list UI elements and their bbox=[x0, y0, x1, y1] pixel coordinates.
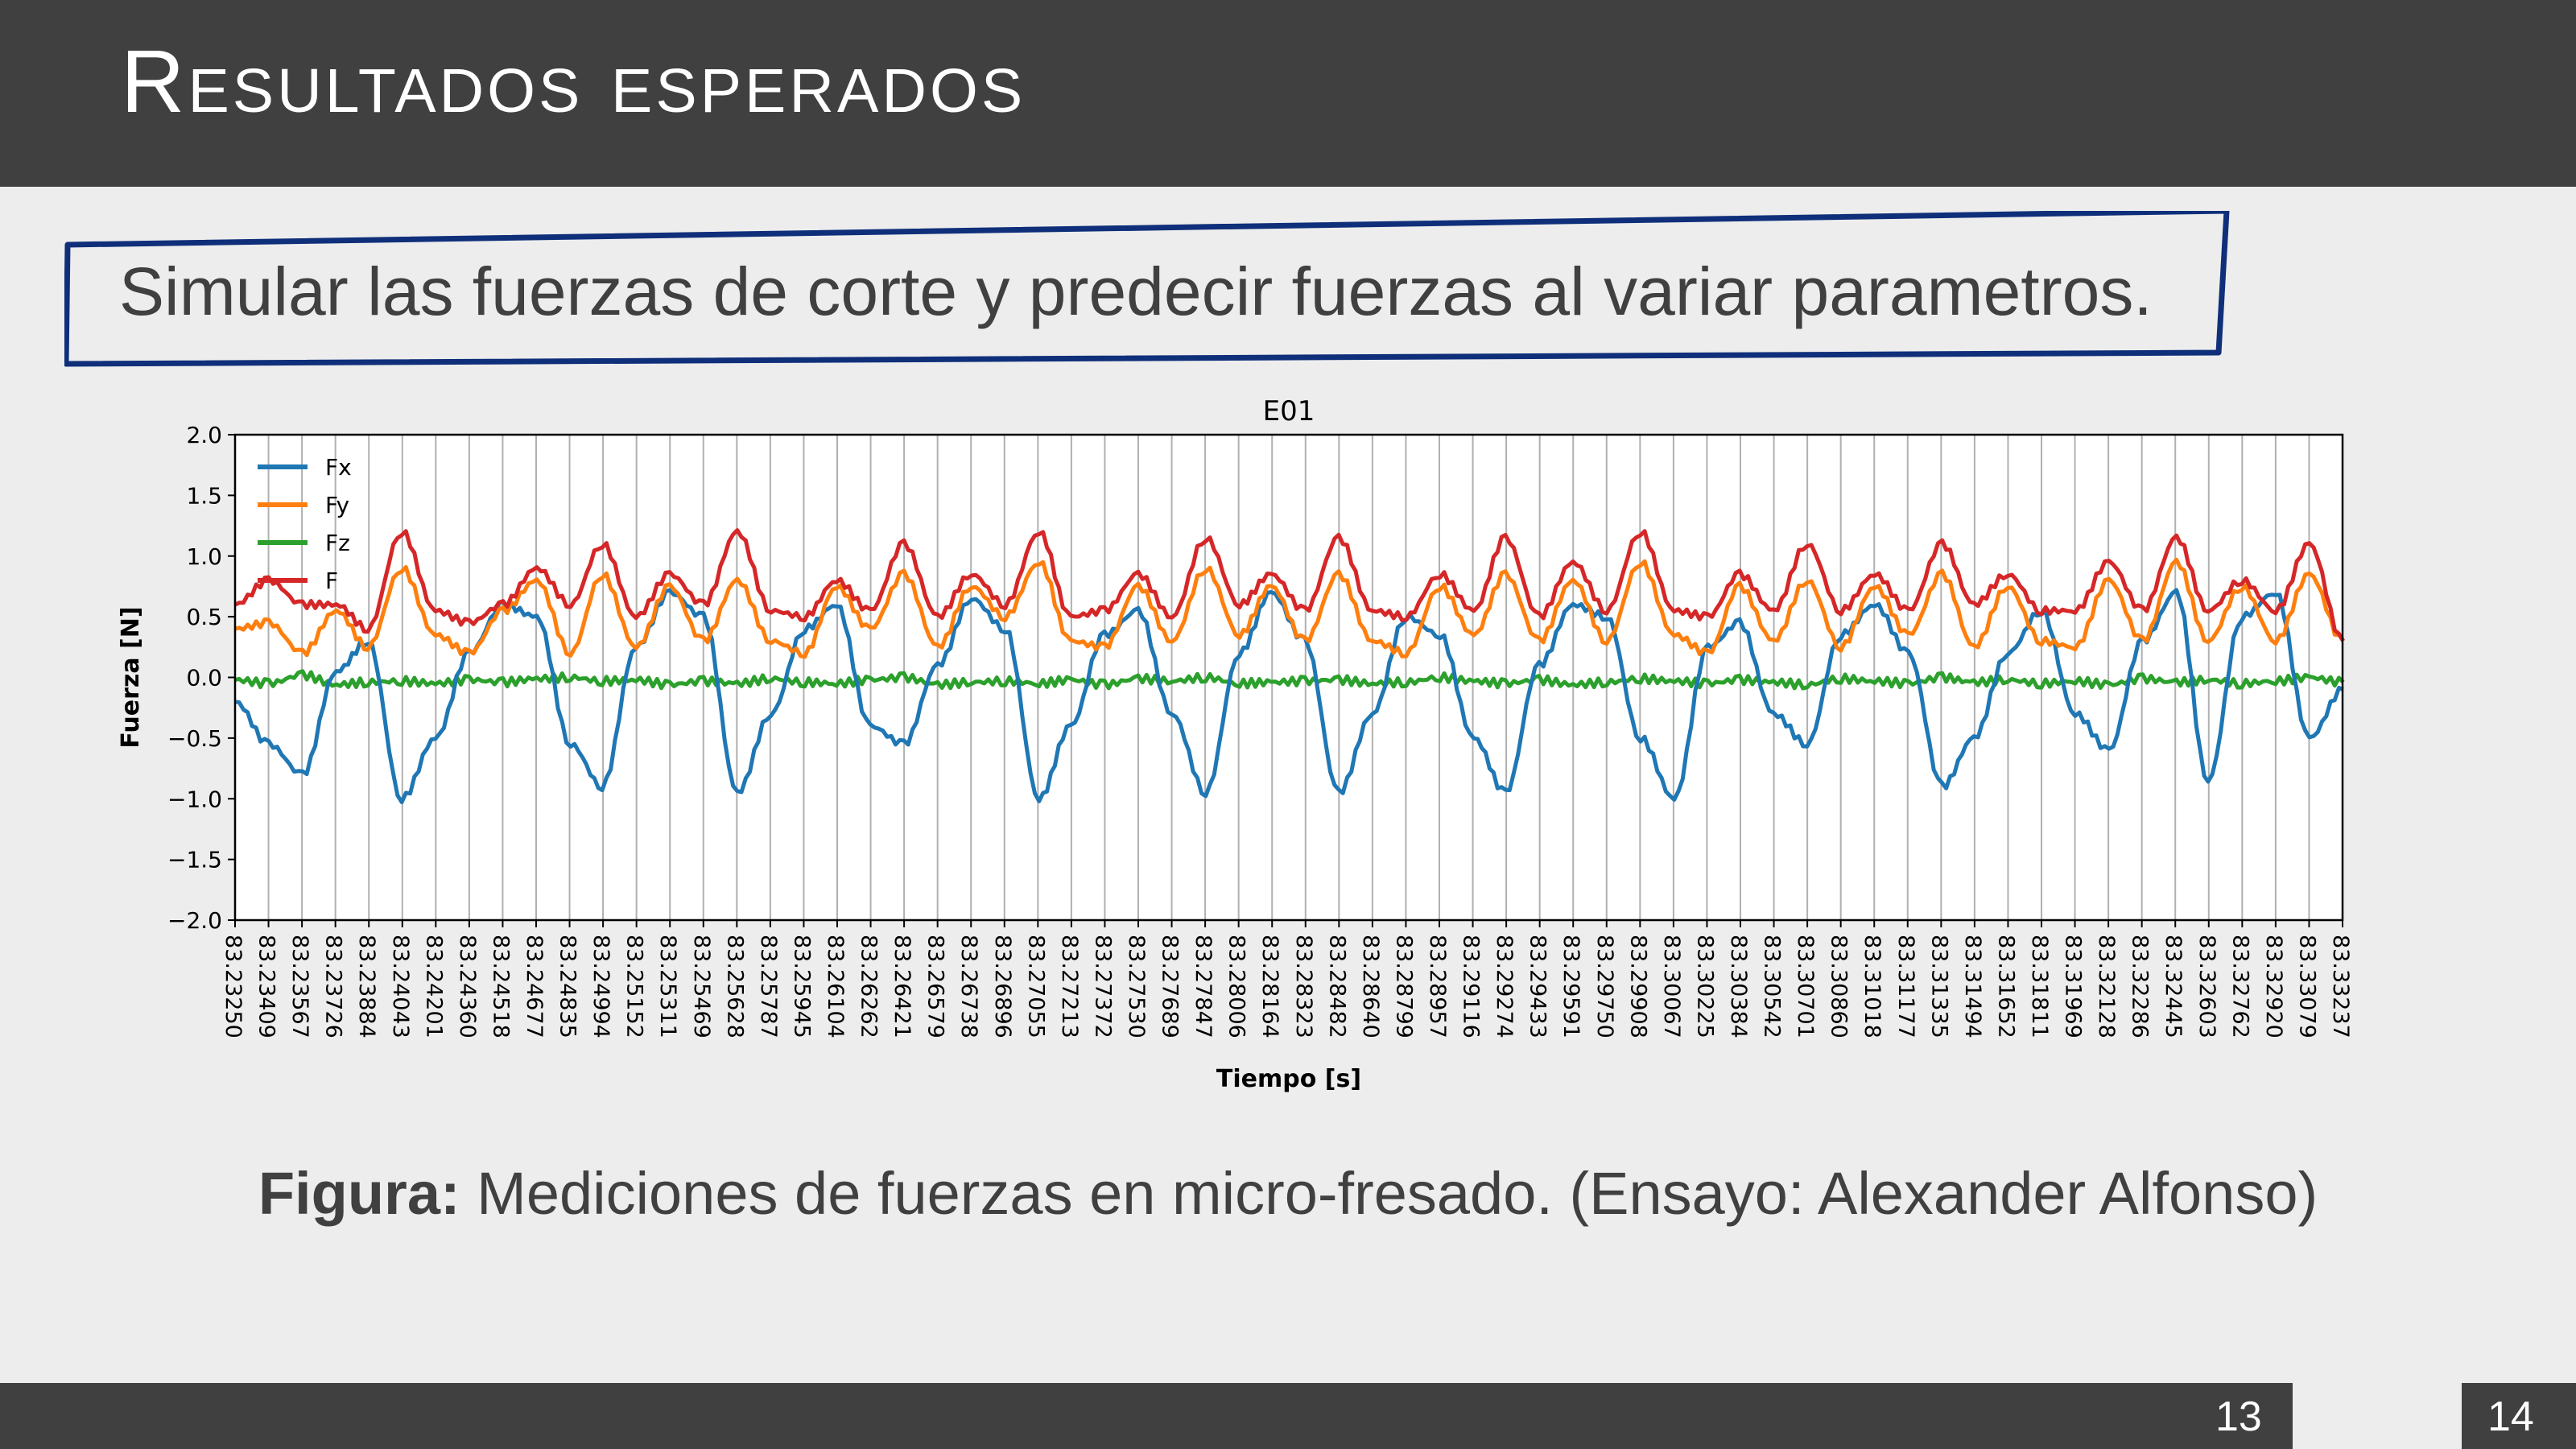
series-line-fy bbox=[234, 557, 2345, 659]
x-tick-label: 83.29274 bbox=[1492, 935, 1517, 1038]
x-tick-label: 83.26262 bbox=[857, 935, 881, 1038]
x-tick-label: 83.26738 bbox=[956, 935, 981, 1038]
x-tick-label: 83.32445 bbox=[2161, 935, 2186, 1038]
y-tick-label: 2.0 bbox=[186, 422, 222, 448]
x-tick-label: 83.24360 bbox=[455, 935, 480, 1038]
page-total: 14 bbox=[2487, 1393, 2534, 1440]
x-tick-label: 83.25469 bbox=[689, 935, 714, 1038]
x-tick-label: 83.30225 bbox=[1692, 935, 1717, 1038]
page-current: 13 bbox=[2215, 1393, 2262, 1440]
footer-bar bbox=[0, 1383, 2576, 1449]
callout-border bbox=[64, 211, 2230, 367]
y-tick-label: 1.5 bbox=[186, 482, 222, 509]
x-tick-label: 83.28164 bbox=[1257, 935, 1282, 1038]
x-tick-label: 83.23567 bbox=[287, 935, 312, 1038]
y-tick-label: 0.0 bbox=[186, 665, 222, 691]
caption-text: Mediciones de fuerzas en micro-fresado. … bbox=[460, 1160, 2318, 1227]
x-tick-label: 83.24518 bbox=[488, 935, 513, 1038]
x-tick-label: 83.25152 bbox=[622, 935, 647, 1038]
x-tick-label: 83.30701 bbox=[1793, 935, 1818, 1038]
x-tick-label: 83.28799 bbox=[1391, 935, 1416, 1038]
x-tick-label: 83.30067 bbox=[1659, 935, 1684, 1038]
x-tick-label: 83.25311 bbox=[655, 935, 680, 1038]
x-tick-label: 83.31018 bbox=[1860, 935, 1885, 1038]
x-tick-label: 83.27847 bbox=[1191, 935, 1216, 1038]
x-tick-label: 83.26896 bbox=[990, 935, 1015, 1038]
x-tick-label: 83.32128 bbox=[2094, 935, 2119, 1038]
x-tick-label: 83.33237 bbox=[2328, 935, 2353, 1038]
x-tick-label: 83.32920 bbox=[2261, 935, 2286, 1038]
y-tick-label: −1.0 bbox=[167, 786, 222, 812]
x-tick-label: 83.24835 bbox=[555, 935, 580, 1038]
figure-caption: Figura: Mediciones de fuerzas en micro-f… bbox=[0, 1159, 2576, 1228]
x-tick-label: 83.29433 bbox=[1525, 935, 1550, 1038]
x-tick-label: 83.26421 bbox=[890, 935, 914, 1038]
y-tick-label: −0.5 bbox=[167, 725, 222, 752]
x-tick-label: 83.30542 bbox=[1760, 935, 1785, 1038]
x-tick-label: 83.31494 bbox=[1960, 935, 1985, 1038]
x-tick-label: 83.32603 bbox=[2194, 935, 2219, 1038]
callout-text: Simular las fuerzas de corte y predecir … bbox=[119, 254, 2153, 329]
x-tick-label: 83.27372 bbox=[1090, 935, 1115, 1038]
x-tick-label: 83.30860 bbox=[1827, 935, 1852, 1038]
x-tick-label: 83.24201 bbox=[421, 935, 446, 1038]
x-tick-label: 83.26104 bbox=[823, 935, 848, 1038]
series-line-fz bbox=[234, 669, 2345, 691]
x-tick-label: 83.32286 bbox=[2128, 935, 2153, 1038]
x-tick-label: 83.28957 bbox=[1425, 935, 1450, 1038]
y-axis-label: Fuerza [N] bbox=[117, 606, 145, 748]
x-tick-label: 83.23409 bbox=[254, 935, 279, 1038]
legend-label-fy: Fy bbox=[325, 492, 349, 518]
x-tick-label: 83.27055 bbox=[1023, 935, 1048, 1038]
series-line-fx bbox=[234, 588, 2344, 804]
callout-box: Simular las fuerzas de corte y predecir … bbox=[64, 211, 2238, 372]
x-tick-label: 83.25787 bbox=[756, 935, 781, 1038]
x-tick-label: 83.31335 bbox=[1926, 935, 1951, 1038]
y-tick-label: 0.5 bbox=[186, 604, 222, 630]
x-tick-label: 83.23884 bbox=[354, 935, 379, 1038]
plot-frame bbox=[233, 433, 2344, 922]
chart-svg: 83.23250 83.23409 83.23567 83.23726 83.23884… bbox=[117, 395, 2353, 1093]
x-tick-label: 83.25945 bbox=[789, 935, 814, 1038]
page-separator bbox=[2293, 1383, 2462, 1449]
x-tick-label: 83.28640 bbox=[1358, 935, 1383, 1038]
slide-title: Resultados esperados bbox=[121, 32, 1026, 131]
x-tick-label: 83.23250 bbox=[221, 935, 246, 1038]
x-tick-label: 83.31969 bbox=[2061, 935, 2086, 1038]
x-tick-label: 83.24677 bbox=[522, 935, 547, 1038]
x-tick-label: 83.25628 bbox=[722, 935, 747, 1038]
x-tick-label: 83.24043 bbox=[388, 935, 413, 1038]
x-tick-label: 83.29750 bbox=[1592, 935, 1617, 1038]
x-tick-label: 83.28482 bbox=[1324, 935, 1349, 1038]
x-tick-label: 83.29591 bbox=[1558, 935, 1583, 1038]
x-tick-label: 83.29116 bbox=[1459, 935, 1484, 1038]
x-tick-label: 83.26579 bbox=[923, 935, 948, 1038]
x-tick-label: 83.31177 bbox=[1893, 935, 1918, 1038]
x-tick-label: 83.32762 bbox=[2227, 935, 2252, 1038]
x-tick-label: 83.30384 bbox=[1726, 935, 1751, 1038]
x-tick-label: 83.24994 bbox=[588, 935, 613, 1038]
y-tick-label: −1.5 bbox=[167, 847, 222, 873]
x-tick-label: 83.33079 bbox=[2294, 935, 2319, 1038]
x-tick-label: 83.28323 bbox=[1291, 935, 1316, 1038]
series-line-f bbox=[233, 528, 2345, 642]
x-tick-label: 83.31652 bbox=[1993, 935, 2018, 1038]
x-tick-label: 83.29908 bbox=[1625, 935, 1650, 1038]
x-axis-label: Tiempo [s] bbox=[1216, 1065, 1361, 1093]
x-tick-label: 83.27530 bbox=[1124, 935, 1149, 1038]
legend-label-fx: Fx bbox=[325, 454, 352, 481]
caption-label: Figura: bbox=[258, 1160, 460, 1227]
header-bar bbox=[0, 0, 2576, 187]
y-tick-label: 1.0 bbox=[186, 543, 222, 570]
legend-label-fz: Fz bbox=[325, 530, 350, 556]
chart-title: E01 bbox=[1263, 395, 1315, 427]
legend-label-f: F bbox=[325, 568, 338, 594]
y-tick-label: −2.0 bbox=[167, 907, 222, 934]
x-tick-label: 83.27689 bbox=[1158, 935, 1183, 1038]
force-chart: 83.23250 83.23409 83.23567 83.23726 83.23884… bbox=[105, 378, 2375, 1103]
x-tick-label: 83.31811 bbox=[2027, 935, 2052, 1038]
x-tick-label: 83.27213 bbox=[1057, 935, 1082, 1038]
x-tick-label: 83.23726 bbox=[321, 935, 346, 1038]
x-tick-label: 83.28006 bbox=[1224, 935, 1249, 1038]
